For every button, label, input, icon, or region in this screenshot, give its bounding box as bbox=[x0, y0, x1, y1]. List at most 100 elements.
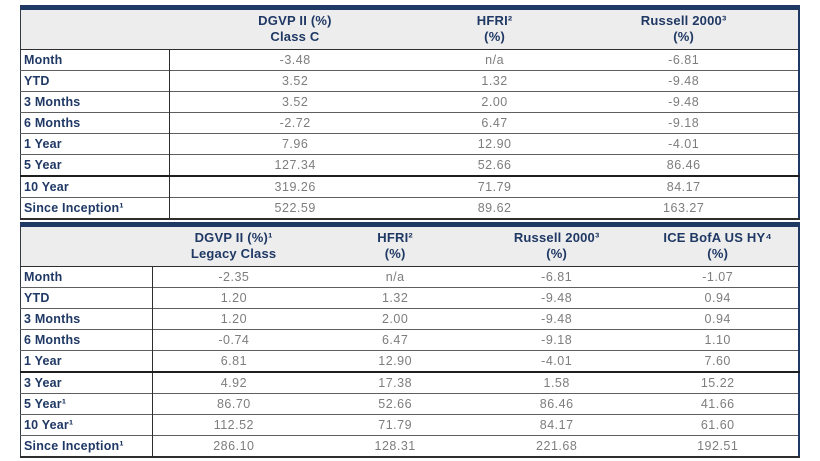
cell-value: 286.10 bbox=[152, 435, 315, 457]
cell-value: 1.58 bbox=[475, 371, 638, 394]
cell-value: 71.79 bbox=[314, 414, 476, 436]
cell-value: -2.35 bbox=[218, 270, 250, 284]
cell-value: -9.18 bbox=[475, 329, 638, 351]
column-title: Russell 2000³ bbox=[513, 230, 600, 245]
column-subtitle: (%) bbox=[707, 246, 729, 261]
cell-value: 6.47 bbox=[419, 112, 570, 134]
row-label: YTD bbox=[20, 287, 154, 309]
cell-value: 6.47 bbox=[314, 329, 476, 351]
table-row-5-year: 5 Year¹ 86.70 52.66 86.46 41.66 bbox=[20, 393, 799, 415]
cell-value: 0.94 bbox=[637, 287, 799, 309]
cell-value: 52.66 bbox=[419, 154, 570, 176]
cell-value: 6.81 bbox=[152, 350, 315, 372]
table-row-5-year: 5 Year 127.34 52.66 86.46 bbox=[20, 154, 799, 176]
cell-value: 522.59 bbox=[169, 197, 420, 219]
cell-value: -9.48 bbox=[475, 287, 638, 309]
cell-value: 1.20 bbox=[152, 287, 315, 309]
table-row-1-year: 1 Year 6.81 12.90 -4.01 7.60 bbox=[20, 350, 799, 372]
row-label: Since Inception¹ bbox=[20, 197, 171, 219]
cell-value: 52.66 bbox=[314, 393, 476, 415]
column-subtitle: (%) bbox=[484, 29, 505, 44]
cell-value: 1.20 bbox=[152, 308, 315, 330]
row-label: 1 Year bbox=[20, 350, 154, 372]
table-row-ytd: YTD 1.20 1.32 -9.48 0.94 bbox=[20, 287, 799, 309]
header-empty-cell bbox=[20, 224, 153, 267]
row-label: 6 Months bbox=[20, 329, 154, 351]
row-label: 3 Months bbox=[20, 91, 171, 113]
column-title: HFRI² bbox=[377, 230, 413, 245]
cell-value: 86.46 bbox=[475, 393, 638, 415]
cell-value: 3.52 bbox=[169, 91, 420, 113]
cell-value: 15.22 bbox=[637, 371, 799, 394]
header-dgvp-class-c: DGVP II (%) Class C bbox=[169, 7, 420, 50]
cell-value: 7.96 bbox=[169, 133, 420, 155]
cell-value: 12.90 bbox=[314, 350, 476, 372]
cell-value: 319.26 bbox=[169, 175, 420, 198]
row-label: Month bbox=[20, 266, 154, 288]
cell-value: -2.72 bbox=[169, 112, 420, 134]
header-russell-2000: Russell 2000³ (%) bbox=[569, 7, 799, 50]
row-label: 6 Months bbox=[20, 112, 171, 134]
cell-value: 1.32 bbox=[419, 70, 570, 92]
table-row-month: Month -3.48 n/a -6.81 bbox=[20, 49, 800, 71]
cell-value: 84.17 bbox=[475, 414, 638, 436]
cell-value: 41.66 bbox=[637, 393, 799, 415]
column-title: HFRI² bbox=[476, 13, 513, 28]
cell-value: 86.46 bbox=[569, 154, 799, 176]
table-row-3-months: 3 Months 3.52 2.00 -9.48 bbox=[20, 91, 799, 113]
cell-value: -3.48 bbox=[279, 53, 311, 67]
table-row-3-year: 3 Year 4.92 17.38 1.58 15.22 bbox=[20, 371, 799, 394]
table-row-10-year: 10 Year 319.26 71.79 84.17 bbox=[20, 175, 799, 198]
column-subtitle: Legacy Class bbox=[190, 246, 277, 261]
table-row-6-months: 6 Months -2.72 6.47 -9.18 bbox=[20, 112, 799, 134]
cell-value: 71.79 bbox=[419, 175, 570, 198]
table-row-since-inception: Since Inception¹ 286.10 128.31 221.68 19… bbox=[20, 435, 799, 457]
table-row-1-year: 1 Year 7.96 12.90 -4.01 bbox=[20, 133, 799, 155]
cell-value: 86.70 bbox=[152, 393, 315, 415]
cell-value: 221.68 bbox=[475, 435, 638, 457]
cell-value: -9.48 bbox=[569, 91, 799, 113]
cell-value: 7.60 bbox=[637, 350, 799, 372]
row-label: 1 Year bbox=[20, 133, 171, 155]
cell-value: -4.01 bbox=[475, 350, 638, 372]
column-title: DGVP II (%) bbox=[258, 13, 332, 28]
cell-value: 89.62 bbox=[419, 197, 570, 219]
cell-value: -1.07 bbox=[702, 270, 734, 284]
column-subtitle: Class C bbox=[270, 29, 320, 44]
cell-value: 17.38 bbox=[314, 371, 476, 394]
cell-value: 1.32 bbox=[314, 287, 476, 309]
legacy-class-performance-table: DGVP II (%)¹ Legacy Class HFRI² (%) Russ… bbox=[20, 222, 800, 458]
column-title: ICE BofA US HY⁴ bbox=[663, 230, 773, 245]
column-subtitle: (%) bbox=[546, 246, 568, 261]
cell-value: -6.81 bbox=[541, 270, 573, 284]
cell-value: -9.18 bbox=[569, 112, 799, 134]
cell-value: 1.10 bbox=[637, 329, 799, 351]
table-header-row: DGVP II (%) Class C HFRI² (%) Russell 20… bbox=[20, 7, 799, 50]
cell-value: 127.34 bbox=[169, 154, 420, 176]
table-row-3-months: 3 Months 1.20 2.00 -9.48 0.94 bbox=[20, 308, 799, 330]
cell-value: 12.90 bbox=[419, 133, 570, 155]
row-label: 3 Year bbox=[20, 371, 154, 394]
cell-value: 112.52 bbox=[152, 414, 315, 436]
column-subtitle: (%) bbox=[384, 246, 406, 261]
row-label: 10 Year bbox=[20, 175, 171, 198]
cell-value: 192.51 bbox=[637, 435, 799, 457]
row-label: YTD bbox=[20, 70, 171, 92]
cell-value: 2.00 bbox=[314, 308, 476, 330]
cell-value: n/a bbox=[485, 53, 505, 67]
cell-value: n/a bbox=[385, 270, 405, 284]
class-c-performance-table: DGVP II (%) Class C HFRI² (%) Russell 20… bbox=[20, 5, 800, 220]
cell-value: 84.17 bbox=[569, 175, 799, 198]
header-ice-bofa-us-hy: ICE BofA US HY⁴ (%) bbox=[637, 224, 799, 267]
row-label: Month bbox=[20, 49, 171, 71]
table-row-10-year: 10 Year¹ 112.52 71.79 84.17 61.60 bbox=[20, 414, 799, 436]
header-hfri: HFRI² (%) bbox=[419, 7, 570, 50]
cell-value: -4.01 bbox=[569, 133, 799, 155]
cell-value: 0.94 bbox=[637, 308, 799, 330]
row-label: 3 Months bbox=[20, 308, 154, 330]
header-dgvp-legacy: DGVP II (%)¹ Legacy Class bbox=[152, 224, 315, 267]
cell-value: 2.00 bbox=[419, 91, 570, 113]
cell-value: -0.74 bbox=[152, 329, 315, 351]
cell-value: 163.27 bbox=[569, 197, 799, 219]
